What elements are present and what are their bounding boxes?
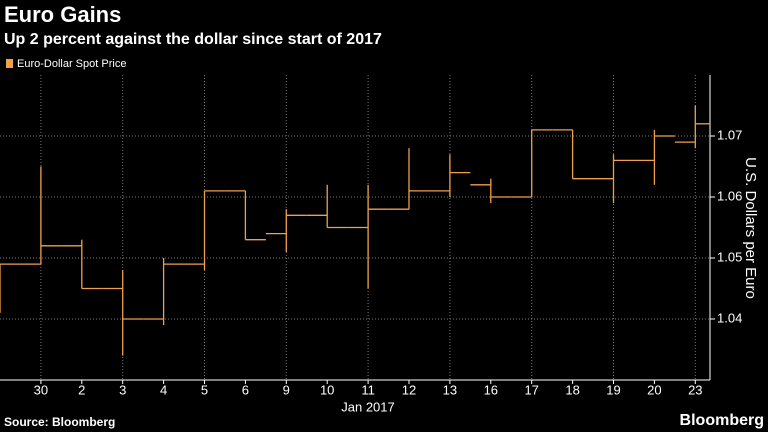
x-tick-label: 20 (647, 382, 661, 397)
x-tick-label: 4 (160, 382, 167, 397)
source: Source: Bloomberg (4, 415, 115, 429)
legend-label: Euro-Dollar Spot Price (17, 58, 126, 70)
y-tick-label: 1.05 (717, 249, 742, 264)
x-tick-label: 17 (524, 382, 538, 397)
chart-subtitle: Up 2 percent against the dollar since st… (4, 31, 382, 48)
legend-swatch (6, 59, 13, 68)
x-tick-label: 30 (34, 382, 48, 397)
y-tick-label: 1.06 (717, 188, 742, 203)
x-tick-label: 3 (119, 382, 126, 397)
x-tick-label: 10 (320, 382, 334, 397)
x-tick-label: 6 (242, 382, 249, 397)
x-tick-label: 2 (78, 382, 85, 397)
x-tick-label: 5 (201, 382, 208, 397)
y-axis-label: U.S. Dollars per Euro (742, 157, 759, 299)
x-tick-label: 9 (283, 382, 290, 397)
y-tick-label: 1.04 (717, 310, 742, 325)
y-tick-label: 1.07 (717, 127, 742, 142)
chart-title: Euro Gains (4, 2, 121, 27)
x-tick-label: 11 (361, 382, 375, 397)
x-tick-label: 23 (688, 382, 702, 397)
x-tick-label: 12 (402, 382, 416, 397)
x-tick-label: 13 (443, 382, 457, 397)
x-tick-label: 19 (606, 382, 620, 397)
x-tick-label: 16 (484, 382, 498, 397)
x-tick-label: 18 (565, 382, 579, 397)
x-axis-label: Jan 2017 (341, 399, 395, 414)
brand: Bloomberg (680, 412, 764, 429)
